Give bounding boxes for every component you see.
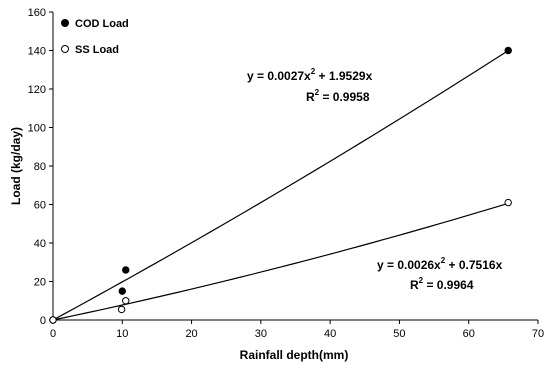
- trendline-series-0: [52, 50, 509, 321]
- data-point-series-1: [49, 316, 57, 324]
- cod-trend-r2: R2 = 0.9958: [306, 88, 370, 104]
- x-tick-label: 60: [463, 328, 475, 340]
- ss-trend-r2: R2 = 0.9964: [410, 276, 474, 292]
- x-ticks: 0 10 20 30 40 50 60 70: [50, 320, 544, 340]
- data-point-series-0: [504, 46, 512, 55]
- x-tick-label: 0: [50, 328, 56, 340]
- axes: [52, 12, 538, 321]
- x-tick-label: 10: [116, 328, 128, 340]
- x-tick-label: 20: [185, 328, 197, 340]
- y-tick-label: 160: [28, 7, 46, 19]
- y-tick-label: 120: [28, 84, 46, 96]
- legend: COD Load SS Load: [61, 18, 129, 56]
- x-axis-title: Rainfall depth(mm): [240, 348, 349, 362]
- y-tick-label: 0: [40, 315, 46, 327]
- cod-trend-equation: y = 0.0027x2 + 1.9529x: [247, 67, 373, 83]
- ss-trend-equation: y = 0.0026x2 + 0.7516x: [377, 256, 503, 272]
- x-tick-label: 70: [532, 328, 544, 340]
- y-tick-label: 60: [34, 200, 46, 212]
- trendlines: [52, 50, 509, 321]
- x-tick-label: 30: [255, 328, 267, 340]
- ss-equation: y = 0.0026x2 + 0.7516x R2 = 0.9964: [377, 256, 503, 292]
- y-axis-title: Load (kg/day): [9, 127, 23, 205]
- legend-label-ss: SS Load: [75, 44, 119, 56]
- cod-equation: y = 0.0027x2 + 1.9529x R2 = 0.9958: [247, 67, 373, 104]
- data-point-series-1: [504, 198, 512, 207]
- data-point-series-1: [122, 297, 130, 305]
- y-tick-label: 100: [28, 123, 46, 135]
- data-point-series-0: [122, 266, 130, 274]
- data-points: [49, 46, 512, 324]
- data-point-series-0: [118, 287, 126, 295]
- y-tick-label: 20: [34, 277, 46, 289]
- data-point-series-1: [117, 305, 126, 314]
- y-tick-label: 40: [34, 238, 46, 250]
- y-tick-label: 140: [28, 46, 46, 58]
- legend-marker-cod: [61, 19, 69, 27]
- trendline-series-1: [52, 202, 509, 321]
- y-ticks: 0 20 40 60 80 100 120 140 160: [28, 7, 53, 327]
- x-tick-label: 50: [393, 328, 405, 340]
- y-tick-label: 80: [34, 161, 46, 173]
- legend-label-cod: COD Load: [75, 18, 129, 30]
- x-tick-label: 40: [324, 328, 336, 340]
- legend-marker-ss: [61, 45, 69, 53]
